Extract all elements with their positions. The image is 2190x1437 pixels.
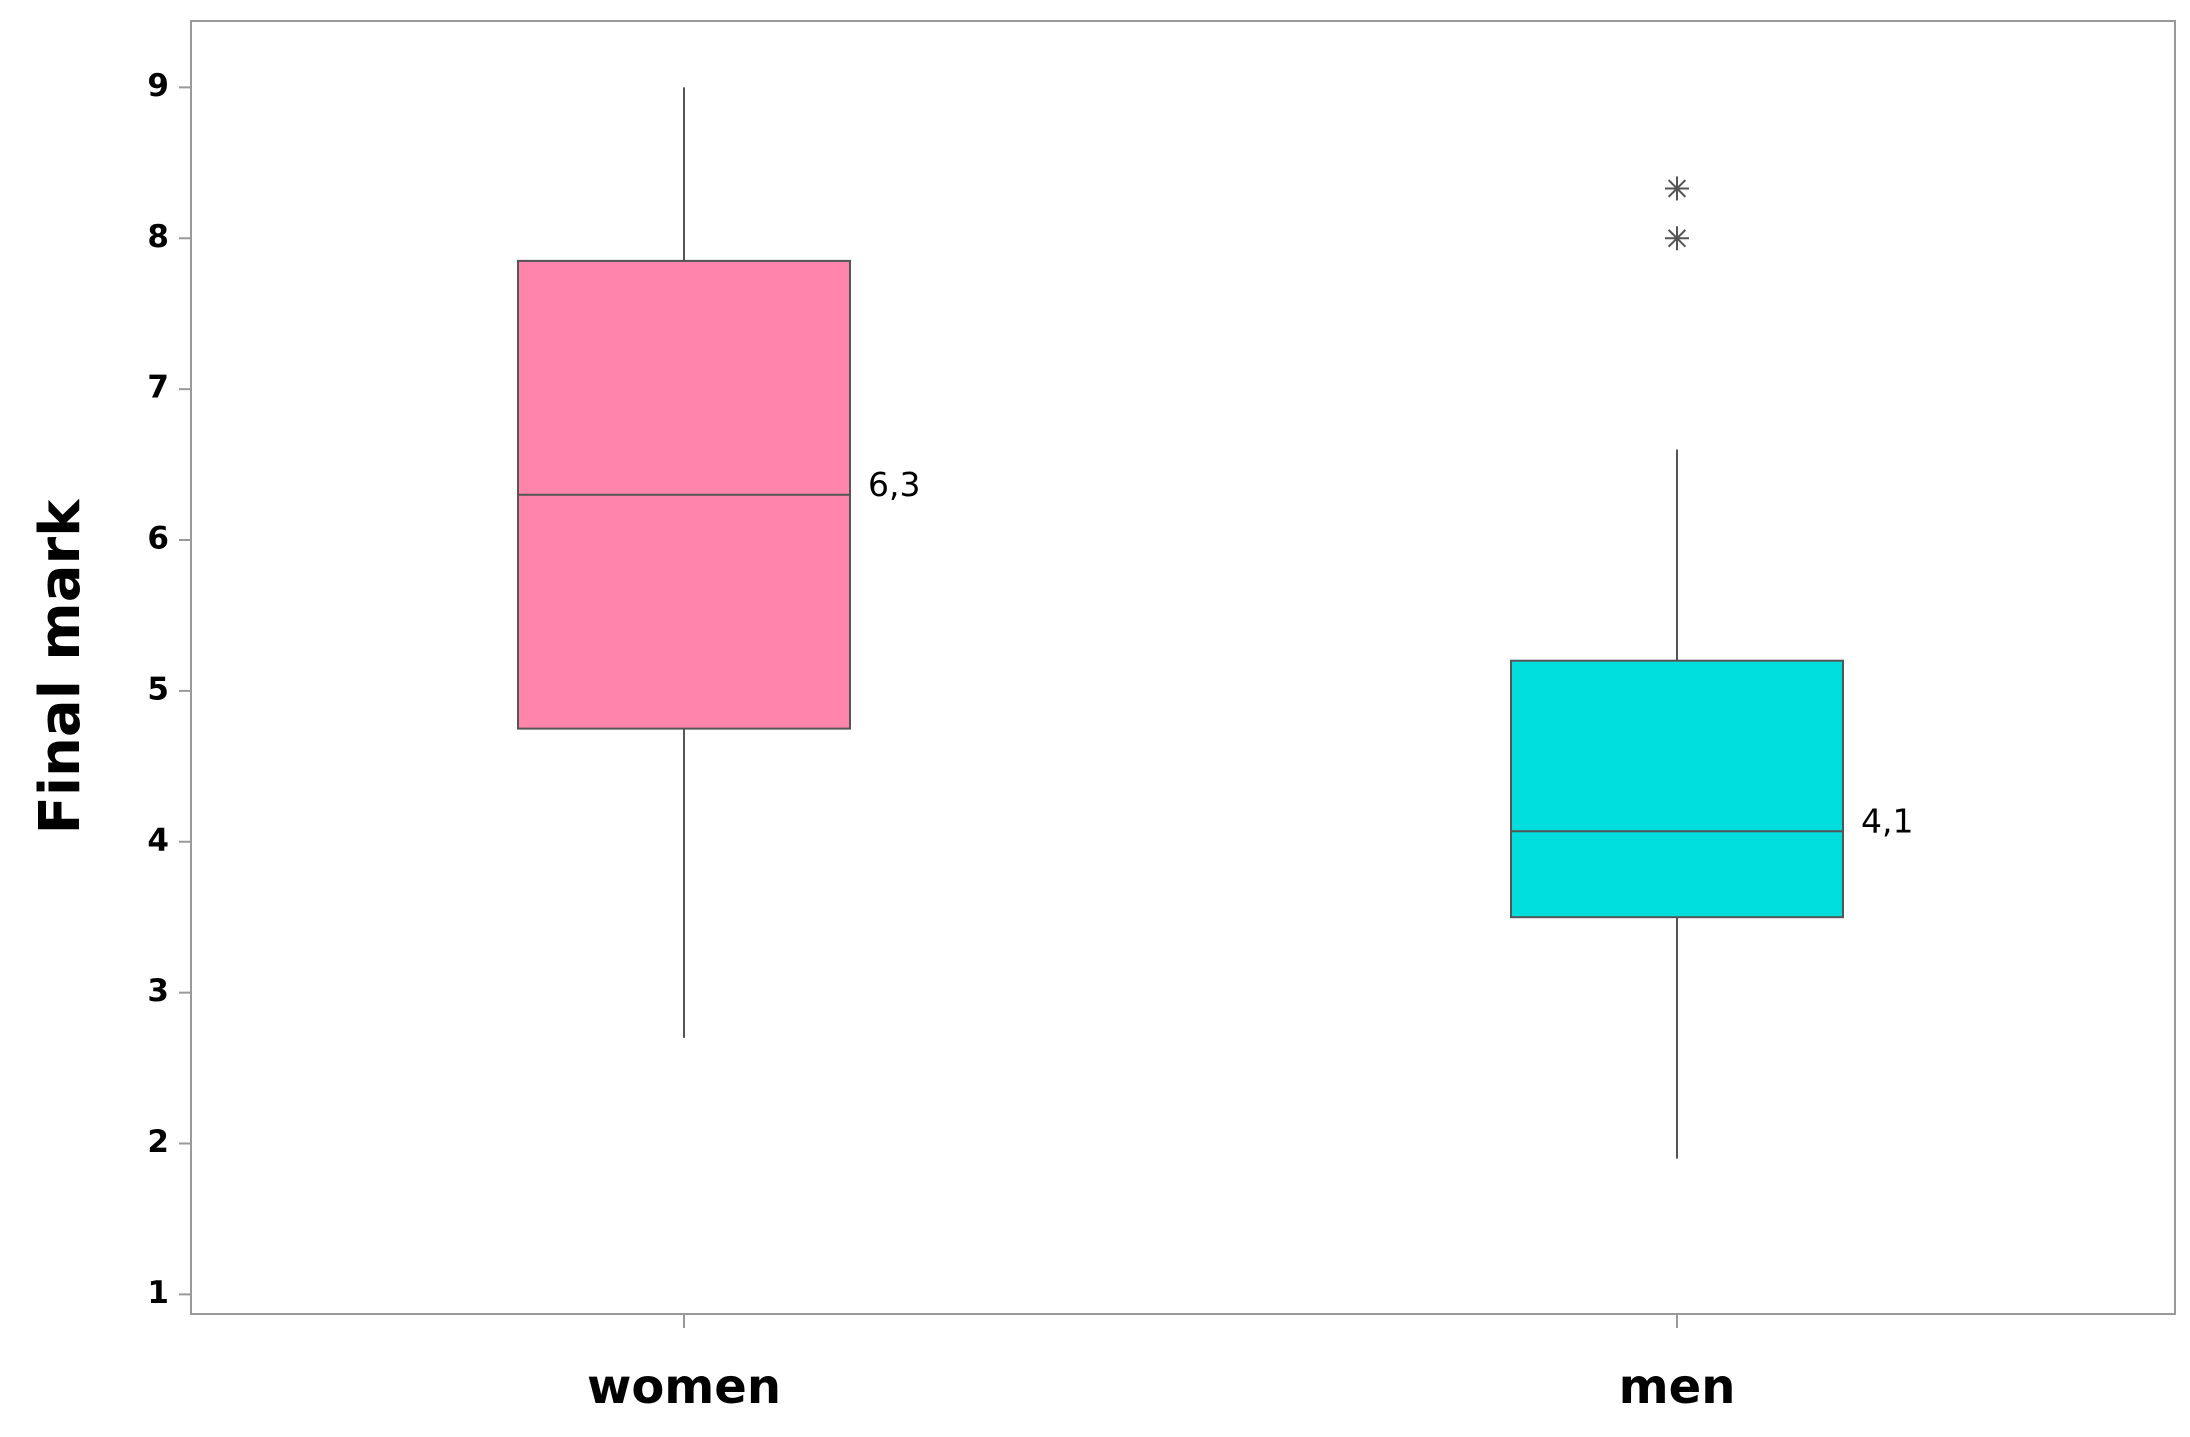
y-tick-label: 2 xyxy=(147,1124,169,1160)
x-tick-label: women xyxy=(587,1359,781,1415)
median-label: 6,3 xyxy=(868,465,920,504)
plot-frame xyxy=(190,20,2176,1315)
x-tick-label: men xyxy=(1619,1359,1736,1415)
y-tick-label: 1 xyxy=(147,1275,169,1311)
y-tick-label: 5 xyxy=(147,671,169,707)
box xyxy=(1510,659,1844,919)
median-label: 4,1 xyxy=(1861,802,1913,841)
y-tick-label: 6 xyxy=(147,521,169,557)
y-tick-label: 8 xyxy=(147,219,169,255)
y-axis-label: Final mark xyxy=(28,498,93,835)
y-tick-label: 9 xyxy=(147,68,169,104)
outlier xyxy=(1665,176,1689,201)
y-tick-label: 3 xyxy=(147,973,169,1009)
y-tick-label: 7 xyxy=(147,370,169,406)
y-tick-label: 4 xyxy=(147,822,169,858)
outlier xyxy=(1665,226,1689,251)
